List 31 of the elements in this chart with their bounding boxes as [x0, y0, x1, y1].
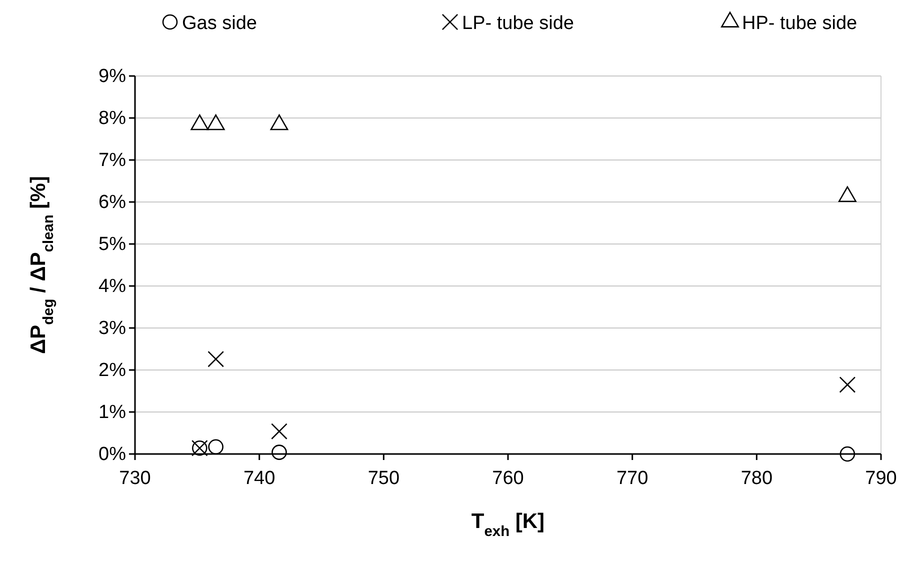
- point: [839, 376, 856, 393]
- point: [206, 114, 225, 130]
- point: [190, 114, 209, 130]
- x-tick-label: 760: [492, 468, 524, 489]
- x-axis-title: T$_{exh}$ [K]: [471, 510, 545, 540]
- y-tick-label: 7%: [98, 150, 126, 172]
- point: [271, 423, 288, 440]
- legend-label: Gas side: [182, 13, 257, 34]
- x-tick-label: 750: [368, 468, 400, 489]
- y-tick-label: 4%: [98, 276, 126, 298]
- x-tick-label: 740: [243, 468, 276, 489]
- x-tick-label: 780: [740, 468, 773, 489]
- y-tick-label: 6%: [98, 192, 126, 214]
- point: [208, 439, 224, 455]
- x-tick-label: 730: [119, 468, 151, 489]
- y-tick-label: 0%: [98, 444, 126, 466]
- x-tick-label: 790: [865, 468, 897, 489]
- point: [840, 446, 856, 462]
- point: [272, 444, 287, 460]
- y-tick-label: 5%: [98, 234, 126, 256]
- point: [838, 186, 856, 202]
- point: [208, 350, 224, 368]
- legend-label: HP- tube side: [742, 13, 858, 34]
- y-tick-label: 2%: [98, 360, 126, 382]
- y-tick-label: 9%: [98, 66, 126, 88]
- point: [270, 114, 288, 130]
- y-tick-label: 8%: [98, 108, 126, 130]
- y-tick-label: 3%: [98, 318, 126, 340]
- legend-label: LP- tube side: [462, 13, 574, 34]
- x-tick-label: 770: [616, 468, 648, 489]
- y-tick-label: 1%: [98, 402, 126, 424]
